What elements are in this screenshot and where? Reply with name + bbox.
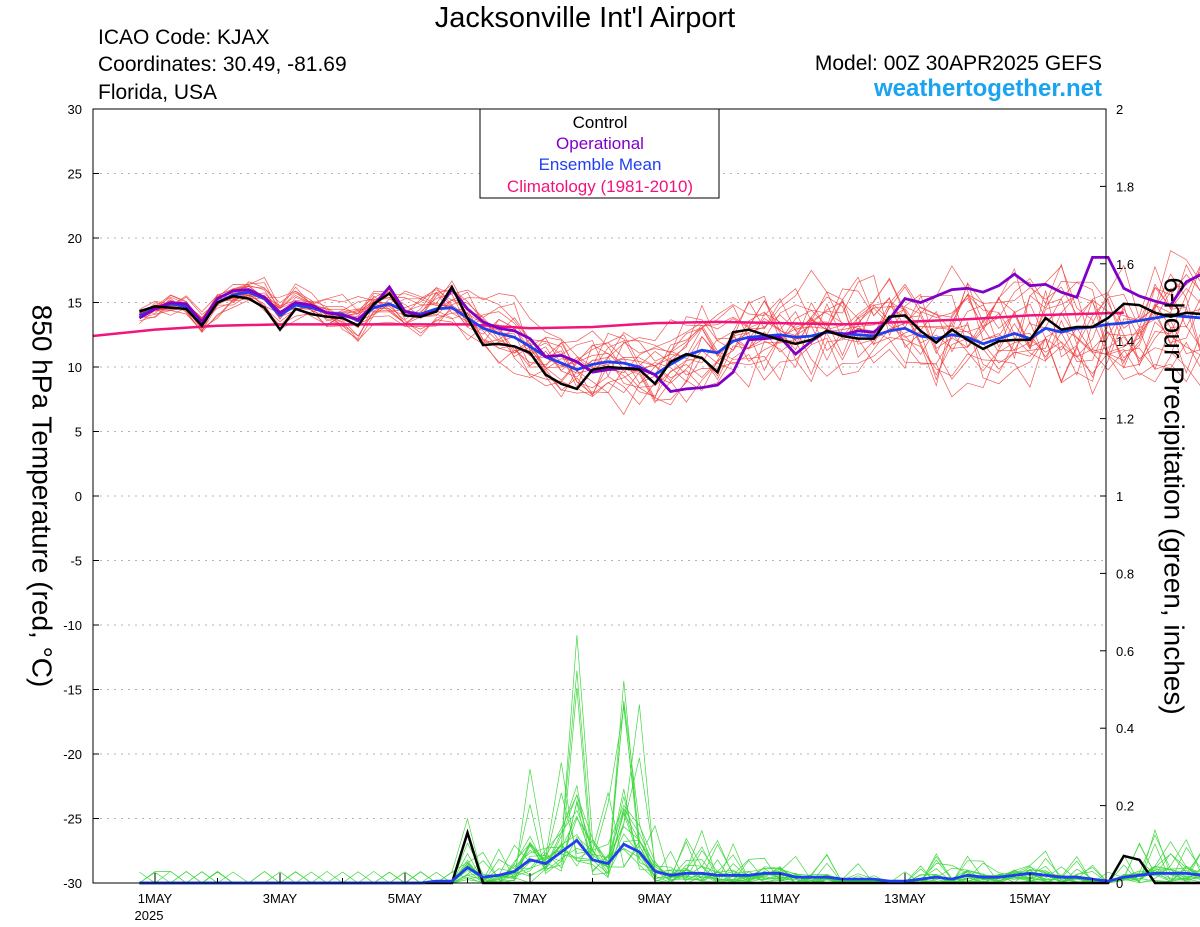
y-left-tick-label: 0	[75, 489, 82, 504]
x-tick-label: 11MAY	[760, 891, 801, 906]
legend-operational: Operational	[556, 134, 644, 153]
chart-title: Jacksonville Int'l Airport	[434, 2, 736, 34]
temp-member-line	[139, 289, 1200, 389]
temp-member-line	[139, 250, 1200, 398]
precip-member-line	[139, 768, 1200, 884]
temp-member-line	[139, 290, 1200, 388]
climatology-line	[92, 311, 1124, 338]
y-right-label: 6-hour Precipitation (green, inches)	[1159, 277, 1190, 714]
y-left-tick-label: -20	[63, 747, 82, 762]
y-right-tick-label: 0.2	[1116, 799, 1134, 814]
precip-member-line	[139, 670, 1200, 884]
y-left-tick-label: -10	[63, 618, 82, 633]
legend-climatology: Climatology (1981-2010)	[507, 177, 693, 196]
precip-member-line	[139, 687, 1200, 884]
legend: Control Operational Ensemble Mean Climat…	[479, 108, 720, 199]
precip-member-line	[139, 785, 1200, 884]
precip-member-line	[139, 811, 1200, 884]
y-left-tick-label: 25	[68, 167, 82, 182]
y-right-tick-label: 0	[1116, 876, 1123, 891]
x-tick-label: 3MAY	[263, 891, 298, 906]
legend-ensemble-mean: Ensemble Mean	[539, 155, 662, 174]
model-run: Model: 00Z 30APR2025 GEFS	[814, 52, 1102, 75]
legend-control: Control	[573, 113, 628, 132]
y-left-tick-label: -5	[70, 554, 82, 569]
axes: 302520151050-5-10-15-20-25-3021.81.61.41…	[63, 102, 1134, 923]
legend-box	[479, 108, 720, 199]
y-right-tick-label: 0.6	[1116, 644, 1134, 659]
icao-code: ICAO Code: KJAX	[98, 26, 270, 49]
temp-member-line	[139, 269, 1200, 400]
precip-member-line	[139, 635, 1200, 884]
temp-member-line	[139, 289, 1200, 383]
grid	[93, 108, 1106, 884]
y-right-tick-label: 1.4	[1116, 334, 1134, 349]
coordinates: Coordinates: 30.49, -81.69	[98, 53, 347, 76]
y-right-tick-label: 1.6	[1116, 257, 1134, 272]
y-left-tick-label: -15	[63, 683, 82, 698]
temp-member-line	[139, 265, 1200, 406]
y-left-tick-label: -30	[63, 876, 82, 891]
y-left-label: 850 hPa Temperature (red, °C)	[27, 305, 58, 688]
x-tick-label: 1MAY	[138, 891, 173, 906]
temp-member-line	[139, 271, 1200, 398]
y-left-tick-label: 30	[68, 102, 82, 117]
y-left-tick-label: 5	[75, 425, 82, 440]
x-tick-label: 9MAY	[638, 891, 673, 906]
series-lines	[92, 255, 1200, 885]
temp-operational-line	[138, 255, 1200, 394]
temp-control-line	[139, 284, 1200, 391]
y-right-tick-label: 1.2	[1116, 412, 1134, 427]
y-right-tick-label: 0.8	[1116, 566, 1134, 581]
y-left-tick-label: 20	[68, 231, 82, 246]
x-tick-label: 15MAY	[1009, 891, 1051, 906]
y-left-tick-label: -25	[63, 812, 82, 827]
temp-member-line	[139, 280, 1200, 397]
y-left-tick-label: 15	[68, 296, 82, 311]
precip-member-line	[139, 704, 1200, 884]
y-left-tick-label: 10	[68, 360, 82, 375]
precip-member-line	[139, 707, 1200, 884]
x-tick-sublabel: 2025	[135, 908, 164, 923]
x-tick-label: 7MAY	[513, 891, 548, 906]
y-right-tick-label: 2	[1116, 102, 1123, 117]
region: Florida, USA	[98, 81, 218, 104]
y-right-tick-label: 1.8	[1116, 179, 1134, 194]
precip-member-line	[139, 704, 1200, 884]
x-tick-label: 5MAY	[388, 891, 423, 906]
x-tick-label: 13MAY	[884, 891, 926, 906]
site-link[interactable]: weathertogether.net	[873, 75, 1102, 102]
y-right-tick-label: 0.4	[1116, 721, 1134, 736]
y-right-tick-label: 1	[1116, 489, 1123, 504]
temp-member-line	[139, 273, 1200, 405]
temp-member-line	[139, 264, 1200, 416]
